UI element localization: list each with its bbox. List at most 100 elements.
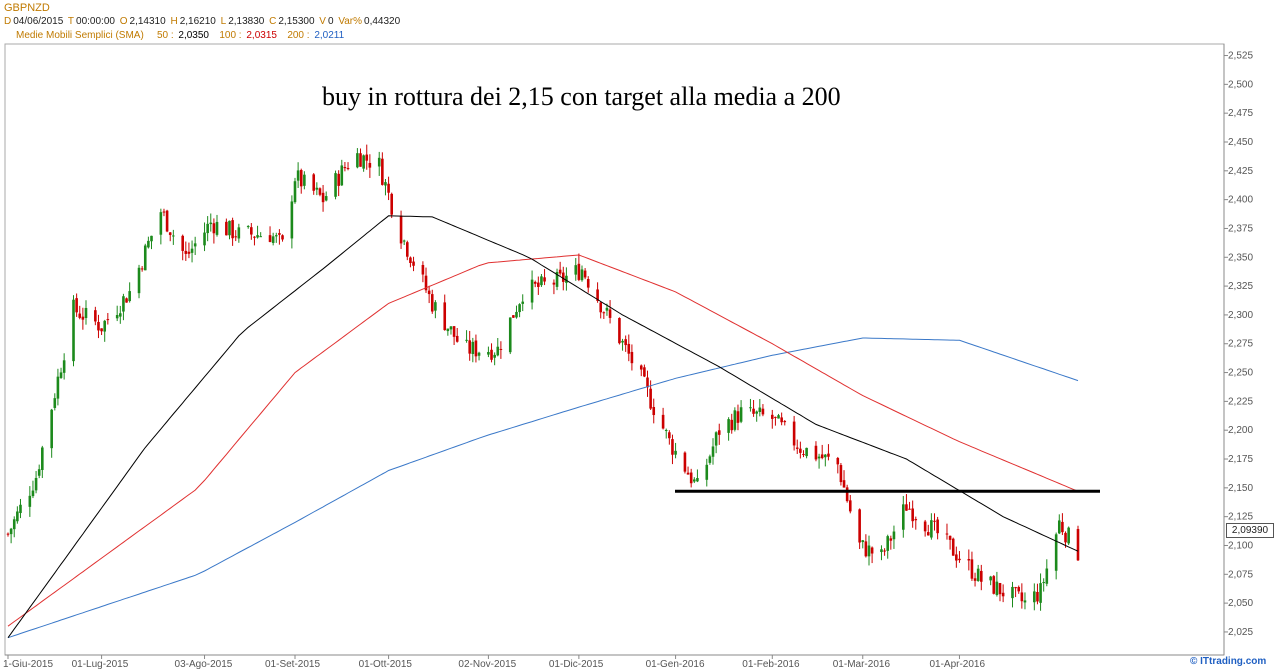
- candle-up: [530, 279, 534, 303]
- high-key: H: [170, 16, 178, 27]
- candle-up: [62, 360, 66, 373]
- candle-up: [758, 407, 762, 412]
- candle-up: [621, 340, 624, 343]
- candle-down: [618, 318, 621, 344]
- candle-down: [792, 421, 796, 446]
- candle-down: [75, 298, 78, 313]
- x-tick-label: 01-Mar-2016: [833, 659, 891, 669]
- candle-down: [770, 414, 774, 419]
- candle-up: [1011, 586, 1014, 599]
- candle-up: [880, 549, 883, 553]
- candle-up: [824, 454, 827, 458]
- time-value: 00:00:00: [76, 16, 115, 27]
- candle-up: [362, 155, 365, 169]
- candle-up: [817, 456, 821, 459]
- candle-down: [78, 313, 82, 318]
- candle-up: [356, 153, 359, 168]
- candle-down: [717, 430, 721, 435]
- last-price-tag: 2,09390: [1226, 523, 1274, 538]
- candle-down: [365, 154, 369, 161]
- candle-up: [565, 275, 568, 283]
- candle-down: [225, 221, 228, 236]
- y-tick-label: 2,425: [1228, 166, 1253, 177]
- candle-down: [599, 302, 603, 313]
- candle-up: [59, 372, 63, 378]
- sma50-value: 2,0350: [178, 30, 209, 41]
- date-value: 04/06/2015: [13, 16, 64, 27]
- candle-down: [1036, 591, 1039, 602]
- candle-up: [377, 157, 381, 167]
- y-tick-label: 2,050: [1228, 598, 1253, 609]
- candle-down: [936, 519, 939, 534]
- candle-down: [608, 309, 612, 318]
- candle-up: [989, 576, 992, 581]
- y-tick-label: 2,450: [1228, 137, 1253, 148]
- candle-up: [143, 245, 147, 271]
- open-key: O: [119, 16, 128, 27]
- candle-up: [1033, 591, 1036, 603]
- candle-down: [630, 351, 634, 364]
- candle-down: [281, 235, 284, 240]
- candle-up: [50, 409, 53, 449]
- candle-down: [455, 335, 459, 342]
- candle-up: [290, 201, 294, 239]
- candle-down: [187, 251, 191, 254]
- y-tick-label: 2,250: [1228, 368, 1253, 379]
- ohlc-readout: D 04/06/2015 T 00:00:00 O 2,14310 H 2,16210 …: [4, 16, 402, 27]
- candle-down: [914, 519, 918, 521]
- candle-down: [343, 167, 347, 169]
- y-tick-label: 2,175: [1228, 454, 1253, 465]
- candle-up: [705, 464, 709, 480]
- candle-down: [761, 408, 765, 415]
- candle-up: [9, 528, 13, 535]
- candle-down: [125, 298, 128, 303]
- candle-down: [973, 578, 977, 581]
- candle-down: [552, 282, 556, 285]
- candle-up: [103, 320, 107, 332]
- candle-up: [340, 165, 344, 186]
- candle-down: [814, 445, 818, 460]
- candle-up: [137, 267, 141, 294]
- candle-down: [312, 174, 316, 191]
- candle-up: [256, 235, 259, 238]
- candle-down: [1064, 532, 1067, 543]
- candle-down: [443, 302, 447, 331]
- candle-up: [518, 304, 521, 313]
- candle-down: [399, 215, 403, 244]
- candle-up: [190, 248, 194, 253]
- candle-up: [1039, 583, 1042, 603]
- candle-down: [359, 153, 362, 167]
- candle-down: [998, 583, 1002, 595]
- candle-down: [736, 411, 740, 423]
- candle-down: [430, 294, 434, 312]
- candle-up: [147, 240, 150, 248]
- candle-up: [115, 315, 119, 319]
- candle-up: [434, 302, 437, 311]
- candle-up: [755, 411, 758, 414]
- x-tick-label: 03-Ago-2015: [175, 659, 233, 669]
- candle-up: [41, 447, 44, 471]
- candle-down: [533, 281, 537, 284]
- candle-down: [905, 504, 908, 511]
- candle-up: [384, 182, 387, 186]
- candle-down: [848, 500, 852, 512]
- candle-up: [976, 568, 980, 581]
- candle-up: [12, 519, 16, 530]
- volume-value: 0: [327, 16, 334, 27]
- candle-down: [643, 367, 646, 377]
- candle-up: [53, 398, 57, 408]
- open-value: 2,14310: [129, 16, 166, 27]
- sma100-value: 2,0315: [246, 30, 277, 41]
- candle-down: [842, 480, 846, 488]
- candle-down: [967, 559, 971, 561]
- candle-down: [184, 250, 188, 254]
- x-tick-label: 01-Set-2015: [265, 659, 320, 669]
- candle-down: [864, 541, 868, 557]
- candle-down: [1061, 521, 1064, 533]
- candle-down: [827, 453, 830, 457]
- candle-up: [34, 477, 38, 491]
- candle-up: [209, 222, 213, 225]
- candle-down: [799, 448, 802, 453]
- candle-up: [274, 235, 278, 237]
